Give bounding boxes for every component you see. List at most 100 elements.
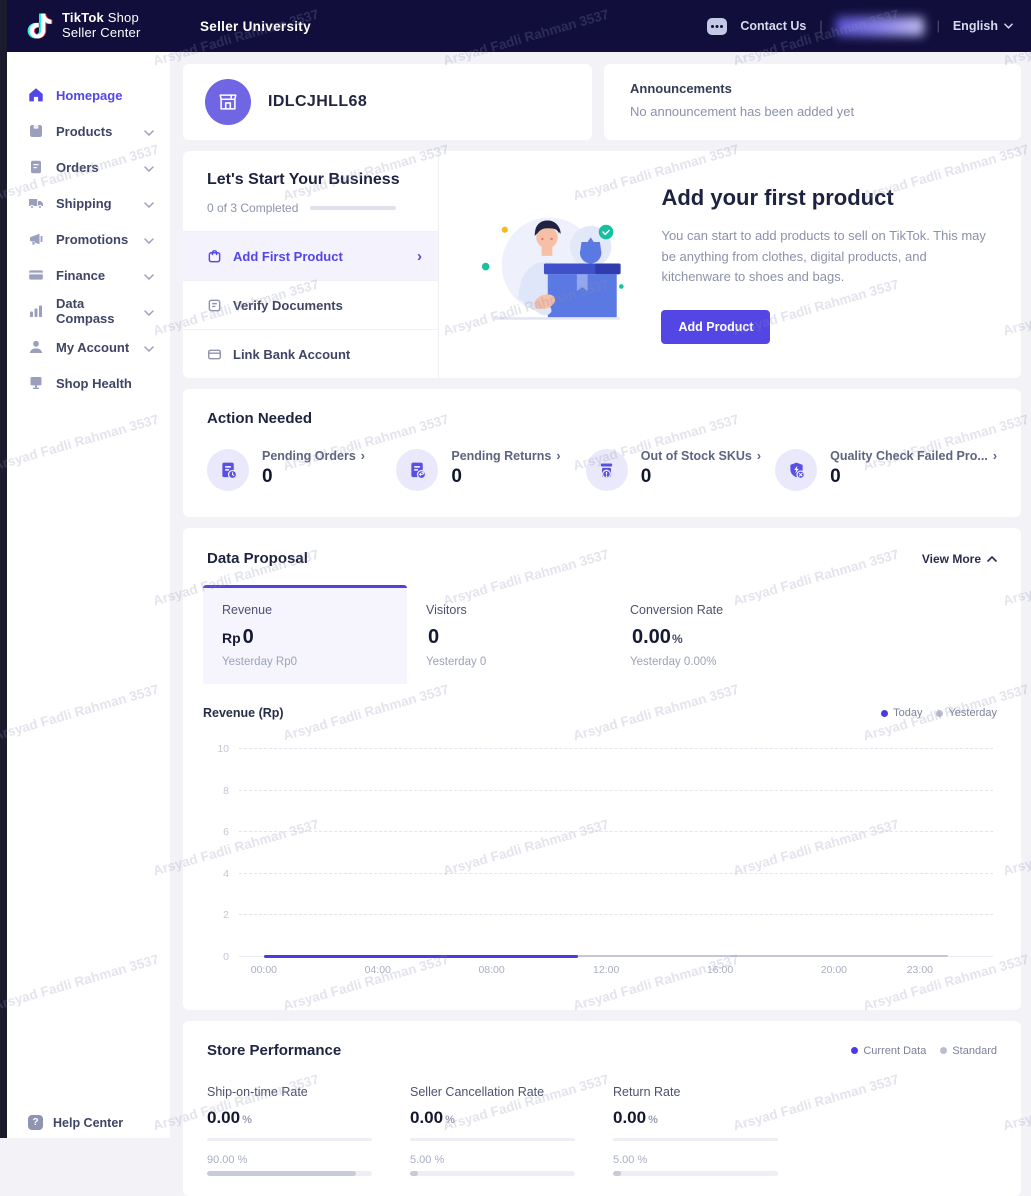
divider: | <box>936 19 940 33</box>
chevron-down-icon <box>144 160 154 175</box>
legend-today: Today <box>881 707 922 719</box>
stat-out-of-stock: Out of Stock SKUs › 0 <box>585 449 775 491</box>
legend-yesterday: Yesterday <box>936 707 997 719</box>
credit-card-icon <box>28 267 44 283</box>
current-rate-bar <box>410 1138 575 1141</box>
shop-avatar[interactable] <box>205 79 251 125</box>
visitors-value: 0 <box>428 626 440 648</box>
home-icon <box>28 87 44 103</box>
help-center-link[interactable]: ? Help Center <box>28 1115 123 1130</box>
onboarding-progress-bar <box>310 206 397 210</box>
announcements-title: Announcements <box>630 81 732 96</box>
chevron-down-icon <box>144 232 154 247</box>
current-rate-bar <box>613 1138 778 1141</box>
tiktok-note-icon <box>29 13 52 39</box>
add-product-button[interactable]: Add Product <box>661 310 771 345</box>
data-proposal-title: Data Proposal <box>207 550 308 567</box>
chevron-down-icon <box>144 124 154 139</box>
divider: | <box>819 19 823 33</box>
storefront-icon <box>219 94 237 110</box>
metric-ship-on-time: Ship-on-time Rate 0.00% 90.00 % <box>207 1085 410 1176</box>
language-selector[interactable]: English <box>953 19 1013 33</box>
shop-name: IDLCJHLL68 <box>268 93 368 110</box>
tiktok-shop-logo[interactable]: TikTok Shop Seller Center <box>28 10 141 41</box>
question-icon: ? <box>28 1115 43 1130</box>
chat-icon[interactable] <box>707 17 728 35</box>
sidebar-item-my-account[interactable]: My Account <box>7 329 170 365</box>
bank-card-icon <box>207 347 222 362</box>
chevron-down-icon <box>1004 23 1013 29</box>
standard-rate-bar <box>207 1171 372 1176</box>
quality-check-failed-icon <box>775 449 818 491</box>
chevron-up-icon <box>987 555 997 562</box>
conversion-rate-yesterday: Yesterday 0.00% <box>630 656 717 668</box>
sidebar-item-promotions[interactable]: Promotions <box>7 221 170 257</box>
promo-heading: Add your first product <box>661 184 894 210</box>
chevron-right-icon: › <box>992 449 997 463</box>
tab-revenue[interactable]: Revenue Rp 0 Yesterday Rp0 <box>203 585 407 684</box>
shop-health-icon <box>28 375 44 391</box>
out-of-stock-value: 0 <box>640 466 652 487</box>
current-rate-bar <box>207 1138 372 1141</box>
sidebar-item-products[interactable]: Products <box>7 113 170 149</box>
tab-visitors[interactable]: Visitors 0 Yesterday 0 <box>407 585 611 684</box>
onboarding-steps-panel: Let's Start Your Business 0 of 3 Complet… <box>183 151 439 378</box>
out-of-stock-icon <box>585 449 628 491</box>
orders-icon <box>28 159 44 175</box>
sidebar-item-finance[interactable]: Finance <box>7 257 170 293</box>
chevron-right-icon: › <box>556 449 561 463</box>
document-icon <box>207 298 222 313</box>
sidebar-item-homepage[interactable]: Homepage <box>7 77 170 113</box>
sidebar-item-shipping[interactable]: Shipping <box>7 185 170 221</box>
window-left-edge <box>0 0 7 1138</box>
products-icon <box>28 123 44 139</box>
standard-rate-bar <box>410 1171 575 1176</box>
chevron-down-icon <box>144 304 154 319</box>
megaphone-icon <box>28 231 44 247</box>
step-link-bank-account[interactable]: Link Bank Account <box>183 329 438 378</box>
logo-text: TikTok Shop Seller Center <box>62 10 141 40</box>
onboarding-title: Let's Start Your Business <box>207 171 400 188</box>
revenue-chart: Revenue (Rp) Today Yesterday 10 8 6 4 2 … <box>203 706 997 986</box>
contact-us-link[interactable]: Contact Us <box>740 19 807 33</box>
nav-seller-university[interactable]: Seller University <box>200 18 311 34</box>
stat-pending-orders: Pending Orders › 0 <box>207 449 396 491</box>
metric-seller-cancellation: Seller Cancellation Rate 0.00% 5.00 % <box>410 1085 613 1176</box>
data-proposal-card: Data Proposal View More Revenue Rp 0 Yest… <box>183 528 1021 1010</box>
chevron-right-icon: › <box>417 247 422 265</box>
revenue-value: Rp 0 <box>222 626 254 648</box>
bar-chart-icon <box>28 303 44 319</box>
quality-check-failed-value: 0 <box>830 466 841 487</box>
top-navbar: TikTok Shop Seller Center Seller Univers… <box>0 0 1031 52</box>
legend-current-data: Current Data <box>851 1045 926 1057</box>
username-blurred[interactable] <box>835 16 924 36</box>
onboarding-progress-text: 0 of 3 Completed <box>207 201 299 215</box>
revenue-yesterday: Yesterday Rp0 <box>222 656 298 668</box>
today-series-line <box>263 954 578 958</box>
step-add-first-product[interactable]: Add First Product › <box>183 231 438 280</box>
add-product-illustration <box>481 216 624 320</box>
person-icon <box>28 339 44 355</box>
visitors-yesterday: Yesterday 0 <box>426 656 487 668</box>
chevron-right-icon: › <box>756 449 762 463</box>
sidebar-item-orders[interactable]: Orders <box>7 149 170 185</box>
shop-info-card: IDLCJHLL68 <box>183 64 592 140</box>
tab-conversion-rate[interactable]: Conversion Rate 0.00% Yesterday 0.00% <box>611 585 815 684</box>
chevron-down-icon <box>144 268 154 283</box>
pending-orders-icon <box>207 449 249 491</box>
promo-description: You can start to add products to sell on… <box>661 227 986 285</box>
view-more-button[interactable]: View More <box>922 552 997 566</box>
stat-pending-returns: Pending Returns › 0 <box>396 449 585 491</box>
store-performance-title: Store Performance <box>207 1042 342 1059</box>
chevron-right-icon: › <box>360 449 365 463</box>
step-verify-documents[interactable]: Verify Documents <box>183 280 438 329</box>
sidebar-item-data-compass[interactable]: Data Compass <box>7 293 170 329</box>
stat-quality-check-failed: Quality Check Failed Pro... › 0 <box>775 449 997 491</box>
pending-returns-icon <box>396 449 439 491</box>
onboarding-card: Let's Start Your Business 0 of 3 Complet… <box>183 151 1021 378</box>
action-needed-card: Action Needed Pending Orders › 0 Pending … <box>183 389 1021 517</box>
legend-standard: Standard <box>940 1045 997 1057</box>
sidebar-item-shop-health[interactable]: Shop Health <box>7 365 170 401</box>
announcements-empty-text: No announcement has been added yet <box>630 104 855 119</box>
standard-rate-bar <box>613 1171 778 1176</box>
